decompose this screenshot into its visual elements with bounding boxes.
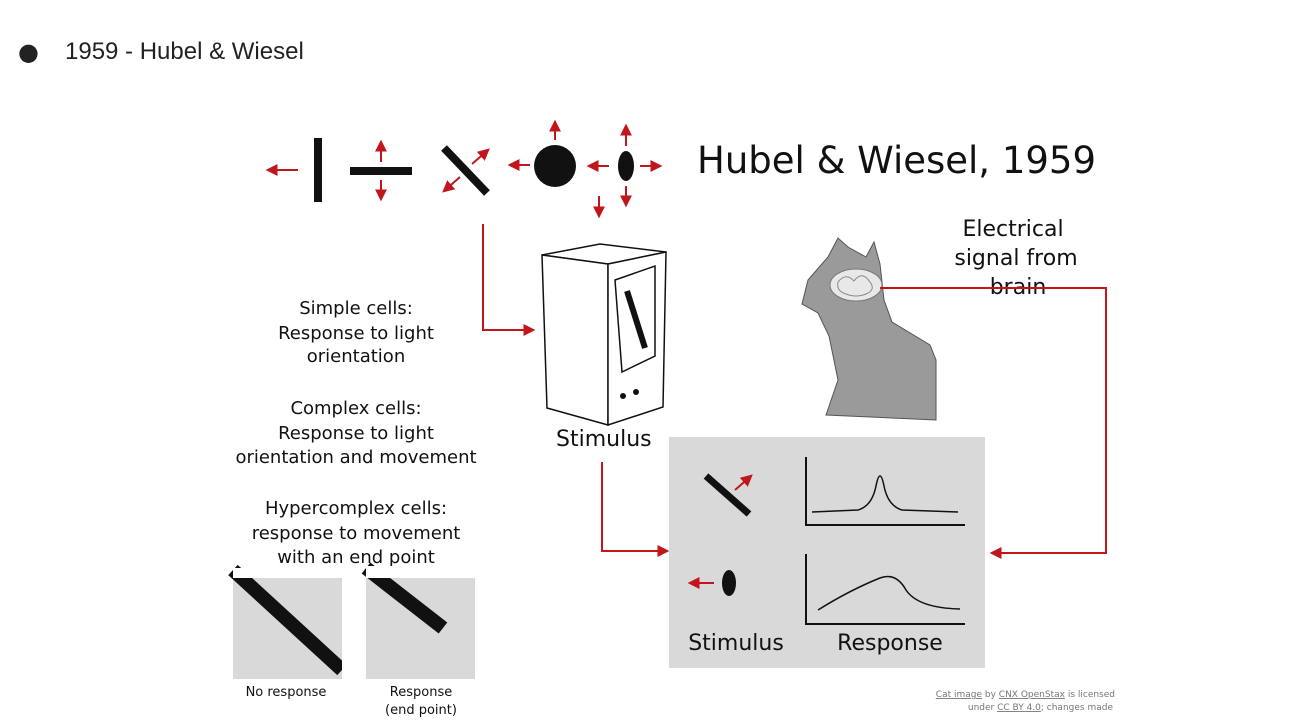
svg-text:response to movement: response to movement [252,523,461,544]
results-response-label: Response [837,631,943,656]
bullet-dot: ● [18,38,39,66]
svg-text:Complex cells:: Complex cells: [290,398,421,419]
svg-text:under CC BY 4.0; changes made: under CC BY 4.0; changes made [968,703,1114,713]
cnx-openstax-link[interactable]: CNX OpenStax [999,690,1066,700]
arrow-to-monitor [482,224,536,336]
circle-icon [507,119,576,187]
vertical-bar-icon [265,138,322,202]
response-curve-icon-2 [805,554,965,625]
monitor-icon [541,243,667,427]
svg-text:Hypercomplex cells:: Hypercomplex cells: [265,498,447,519]
complex-cells-text: Complex cells: Response to light orienta… [235,398,476,468]
panel-response-label-line2: (end point) [385,703,457,718]
bullet-text: 1959 - Hubel & Wiesel [65,38,304,65]
figure-title: Hubel & Wiesel, 1959 [697,139,1096,182]
svg-text:orientation: orientation [307,346,405,367]
stimulus-label: Stimulus [556,427,652,452]
panel-response [361,562,476,679]
stimulus-types-row [265,119,663,219]
svg-text:with an end point: with an end point [277,547,435,568]
signal-label-line1: Electrical [962,217,1063,242]
svg-text:Simple cells:: Simple cells: [299,298,413,319]
signal-label-line2: signal from [954,246,1077,271]
diagonal-bar-stimulus-icon [703,473,753,517]
panel-response-label-line1: Response [390,685,452,700]
brain-icon [829,268,883,302]
results-stimulus-label: Stimulus [688,631,784,656]
svg-text:orientation and movement: orientation and movement [235,447,476,468]
hypercomplex-cells-text: Hypercomplex cells: response to movement… [252,498,461,568]
cc-by-link[interactable]: CC BY 4.0 [997,703,1041,713]
svg-text:Response to light: Response to light [278,323,434,344]
simple-cells-text: Simple cells: Response to light orientat… [278,298,434,367]
arrow-stimulus-to-results [601,462,670,557]
ellipse-icon [586,123,663,219]
panel-no-response [228,564,352,682]
svg-text:Response to light: Response to light [278,423,434,444]
ellipse-stimulus-icon [687,570,736,596]
results-box: Stimulus Response [669,437,985,668]
diagonal-bar-icon [441,145,490,196]
cat-icon [801,237,937,421]
panel-no-response-label: No response [246,685,327,700]
cat-image-link[interactable]: Cat image [936,690,983,700]
image-credit: Cat image by CNX OpenStax is licensed un… [936,690,1115,713]
horizontal-bar-icon [350,139,412,202]
response-curve-icon [805,457,965,526]
svg-text:Cat image by CNX OpenStax is l: Cat image by CNX OpenStax is licensed [936,690,1115,700]
arrow-brain-to-results [880,287,1107,559]
